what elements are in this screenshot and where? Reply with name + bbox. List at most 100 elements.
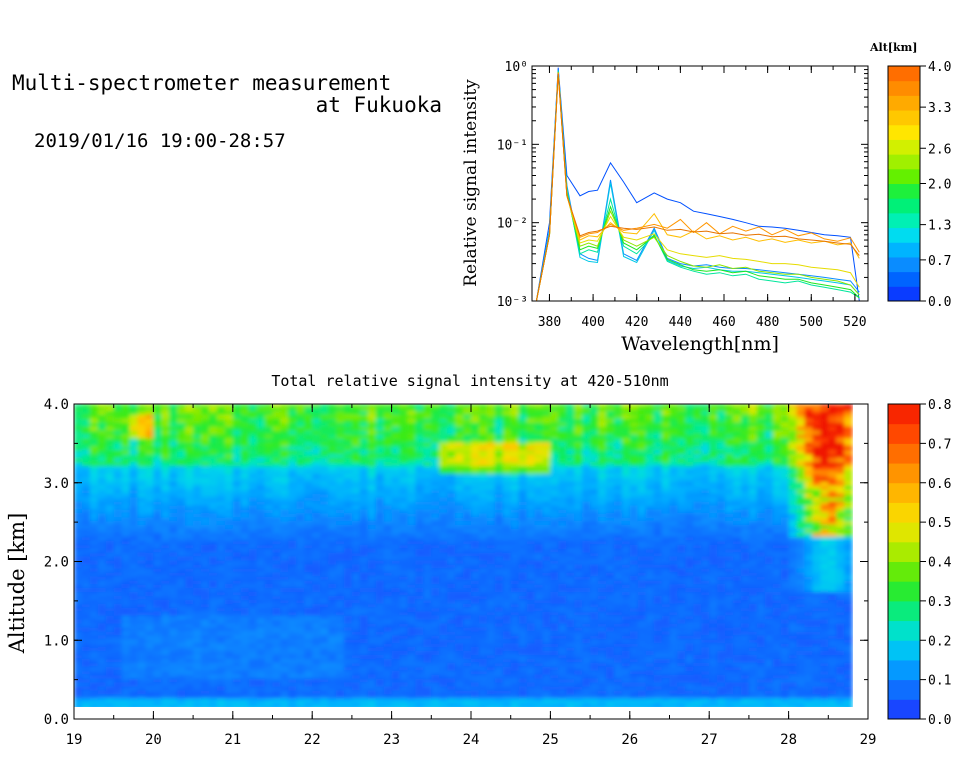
heatmap-cell [129, 626, 139, 632]
heatmap-cell [209, 441, 218, 447]
heatmap-cell [351, 642, 361, 648]
heatmap-cell [256, 697, 266, 703]
heatmap-cell [463, 422, 472, 427]
heatmap-cell [232, 599, 242, 604]
heatmap-cell [169, 520, 178, 526]
heatmap-cell [97, 489, 107, 494]
heatmap-cell [423, 685, 432, 691]
heatmap-cell [216, 465, 226, 470]
heatmap-cell [471, 559, 480, 565]
heatmap-cell [328, 607, 337, 612]
heatmap-cell [478, 469, 488, 474]
heatmap-cell [431, 556, 440, 561]
heatmap-cell [534, 504, 543, 510]
heatmap-cell [224, 674, 234, 679]
heatmap-cell [534, 682, 543, 687]
heatmap-cell [216, 485, 226, 490]
heatmap-cell [558, 591, 567, 596]
altitude-colorbar-segment [888, 66, 920, 82]
heatmap-cell [105, 406, 115, 411]
heatmap-cell [502, 437, 512, 443]
heatmap-cell [161, 674, 170, 679]
heatmap-cell [391, 654, 401, 659]
heatmap-cell [486, 630, 496, 636]
heatmap-cell [439, 563, 448, 569]
heatmap-cell [97, 595, 107, 600]
heatmap-cell [375, 418, 385, 423]
heatmap-cell [169, 638, 178, 644]
heatmap-cell [153, 422, 162, 427]
heatmap-cell [185, 485, 194, 490]
heatmap-cell [81, 595, 91, 600]
heatmap-cell [193, 477, 202, 482]
heatmap-cell [383, 559, 393, 565]
heatmap-cell [105, 410, 115, 415]
heatmap-cell [272, 619, 281, 624]
heatmap-cell [526, 524, 536, 529]
heatmap-cell [478, 646, 488, 651]
spectrum-x-tick-label: 380 [538, 315, 561, 330]
heatmap-cell [367, 650, 377, 655]
heatmap-cell [280, 646, 289, 651]
heatmap-cell [375, 404, 385, 407]
heatmap-cell [256, 449, 266, 455]
heatmap-cell [351, 473, 361, 478]
heatmap-cell [526, 603, 536, 608]
heatmap-cell [542, 599, 551, 604]
heatmap-cell [296, 599, 305, 604]
heatmap-cell [201, 496, 210, 502]
heatmap-cell [145, 563, 154, 569]
heatmap-cell [185, 567, 194, 573]
heatmap-cell [232, 563, 242, 569]
heatmap-cell [391, 457, 401, 463]
heatmap-cell [201, 630, 210, 636]
heatmap-cell [288, 603, 297, 608]
heatmap-cell [367, 556, 377, 561]
heatmap-cell [145, 418, 154, 423]
heatmap-cell [145, 528, 154, 533]
heatmap-cell [105, 473, 115, 478]
heatmap-cell [502, 646, 512, 651]
heatmap-cell [447, 465, 456, 470]
heatmap-cell [383, 481, 393, 486]
heatmap-cell [391, 587, 401, 592]
heatmap-cell [137, 556, 146, 561]
heatmap-cell [407, 607, 416, 612]
heatmap-cell [153, 705, 162, 707]
heatmap-cell [145, 670, 154, 675]
heatmap-cell [367, 658, 377, 663]
heatmap-cell [534, 548, 543, 553]
heatmap-cell [415, 678, 424, 683]
heatmap-cell [550, 445, 559, 451]
heatmap-cell [383, 489, 393, 494]
heatmap-cell [312, 422, 321, 427]
heatmap-cell [494, 540, 504, 545]
heatmap-cell [240, 666, 250, 671]
heatmap-cell [97, 548, 107, 553]
heatmap-cell [550, 461, 559, 466]
heatmap-cell [447, 430, 456, 435]
heatmap-cell [288, 595, 297, 600]
heatmap-cell [121, 619, 131, 624]
heatmap-cell [129, 654, 139, 659]
heatmap-cell [272, 658, 281, 663]
heatmap-cell [328, 650, 337, 655]
altitude-colorbar-segment [888, 271, 920, 287]
heatmap-cell [423, 693, 432, 699]
heatmap-cell [407, 414, 416, 419]
heatmap-cell [463, 500, 472, 506]
heatmap-cell [486, 453, 496, 459]
heatmap-cell [105, 414, 115, 419]
heatmap-cell [328, 414, 337, 419]
heatmap-cell [320, 685, 329, 691]
heatmap-cell [367, 599, 377, 604]
heatmap-cell [185, 426, 194, 431]
heatmap-cell [391, 433, 401, 439]
heatmap-cell [407, 595, 416, 600]
heatmap-cell [471, 642, 480, 648]
heatmap-cell [272, 607, 281, 612]
heatmap-cell [455, 559, 464, 565]
heatmap-cell [367, 607, 377, 612]
heatmap-cell [351, 662, 361, 667]
heatmap-cell [486, 697, 496, 703]
